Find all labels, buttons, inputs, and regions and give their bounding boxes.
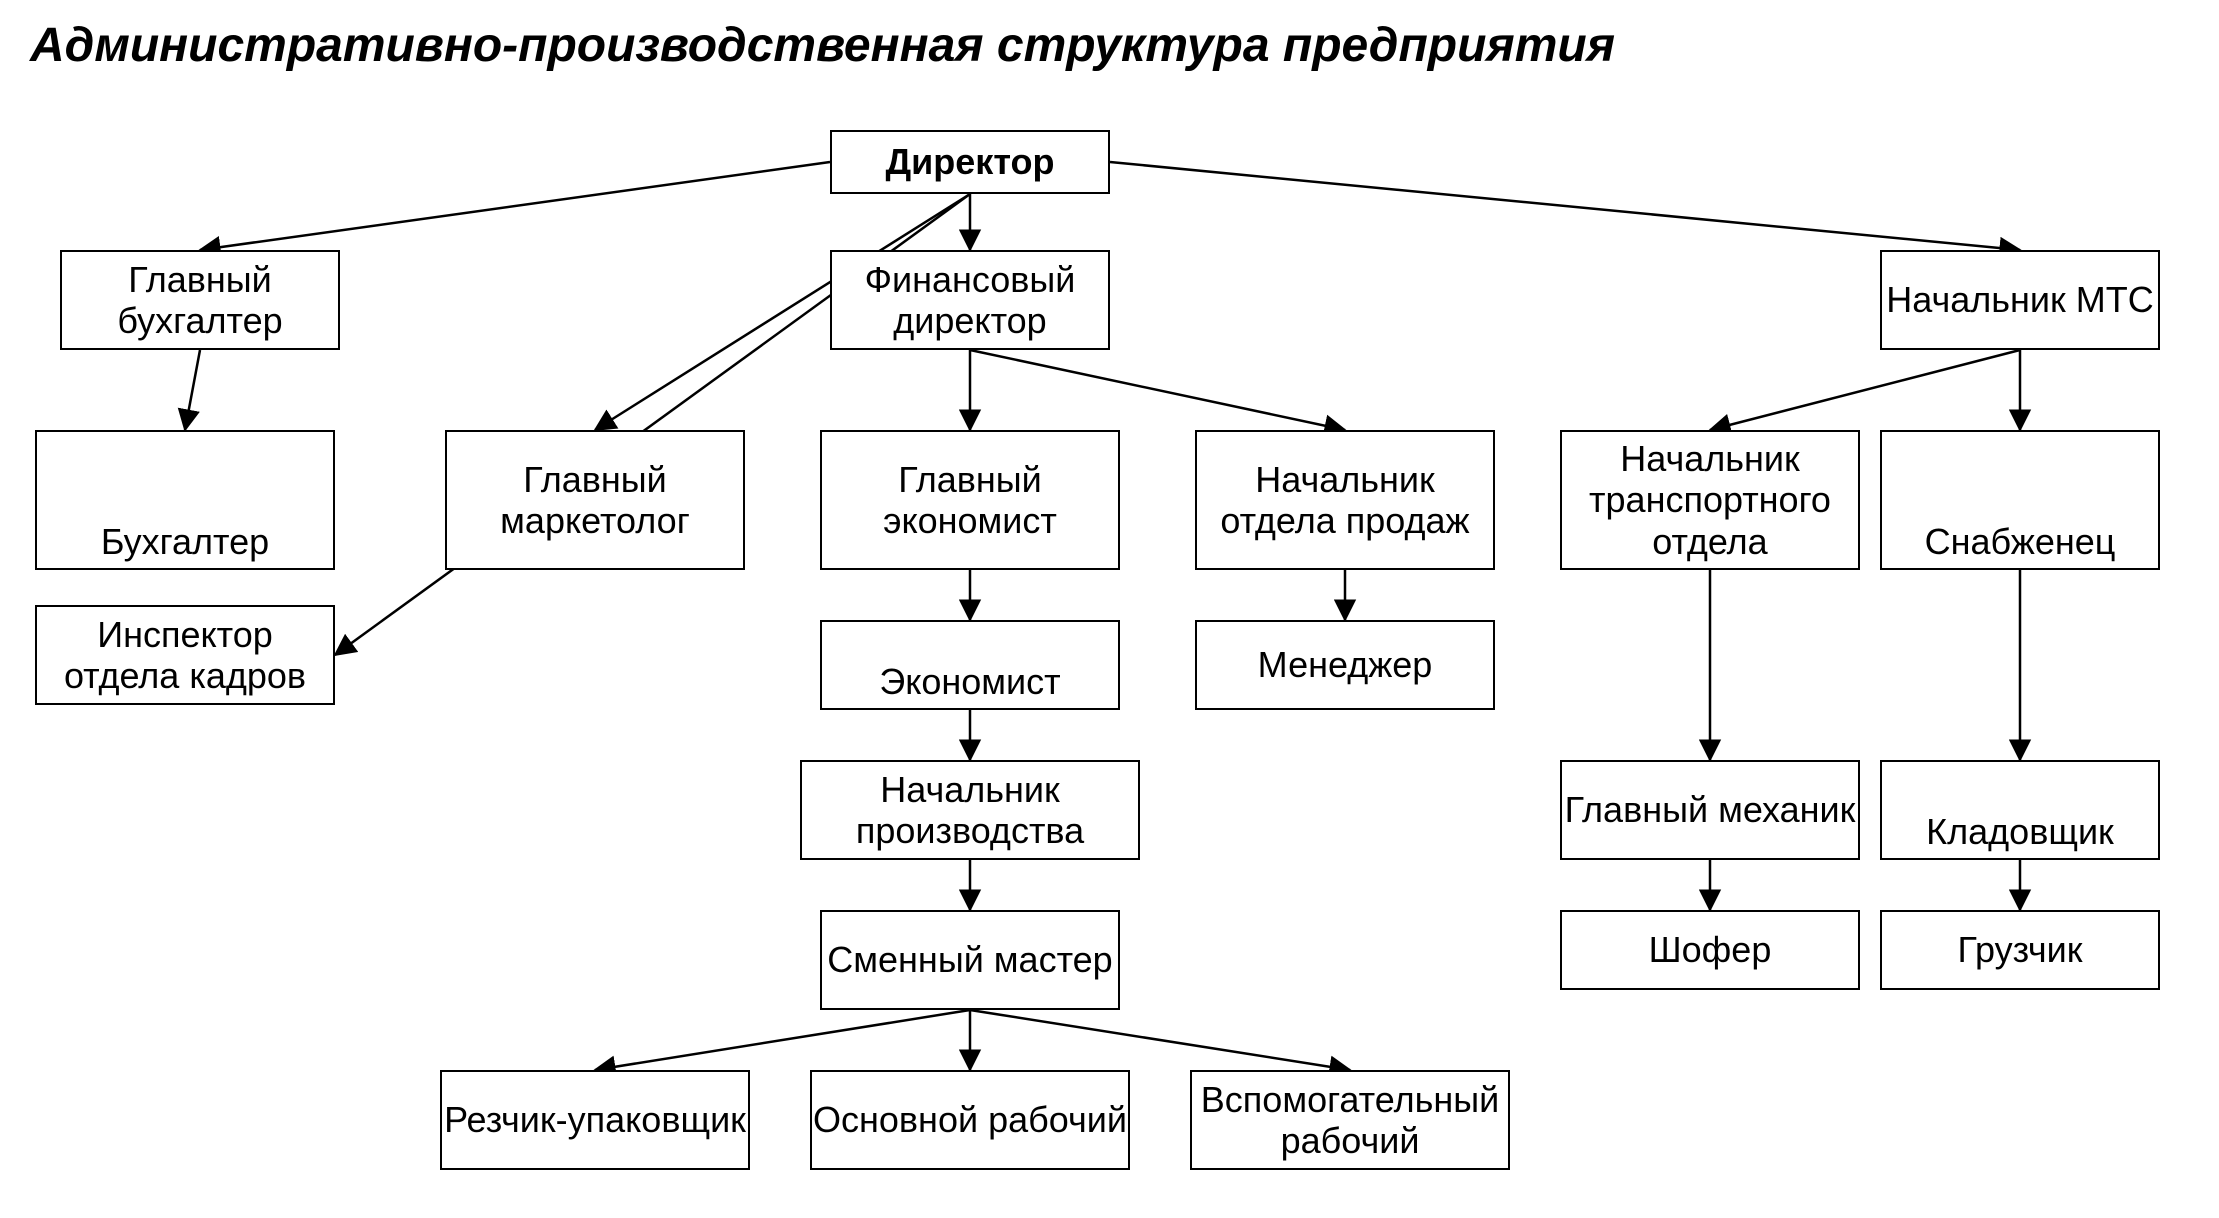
diagram-title: Административно-производственная структу… — [30, 18, 1615, 73]
node-label: Шофер — [1649, 929, 1772, 970]
node-main_worker: Основной рабочий — [810, 1070, 1130, 1170]
node-label: Вспомогательный рабочий — [1192, 1079, 1508, 1162]
node-hr_inspector: Инспектор отдела кадров — [35, 605, 335, 705]
node-label: Начальник МТС — [1886, 279, 2154, 320]
node-accountant: Бухгалтер — [35, 430, 335, 570]
node-label: Главный механик — [1565, 789, 1856, 830]
node-chief_mechanic: Главный механик — [1560, 760, 1860, 860]
node-label: Начальник транспортного отдела — [1562, 438, 1858, 562]
node-label: Резчик-упаковщик — [444, 1099, 746, 1140]
node-label: Экономист — [879, 661, 1060, 702]
node-label: Грузчик — [1957, 929, 2082, 970]
node-aux_worker: Вспомогательный рабочий — [1190, 1070, 1510, 1170]
node-head_mtc: Начальник МТС — [1880, 250, 2160, 350]
org-chart-canvas: Административно-производственная структу… — [0, 0, 2219, 1218]
edge-shift_master-aux_worker — [970, 1010, 1350, 1070]
node-label: Кладовщик — [1926, 811, 2114, 852]
node-chief_economist: Главный экономист — [820, 430, 1120, 570]
node-label: Сменный мастер — [827, 939, 1112, 980]
node-chief_accountant: Главный бухгалтер — [60, 250, 340, 350]
node-head_sales: Начальник отдела продаж — [1195, 430, 1495, 570]
node-head_production: Начальник производства — [800, 760, 1140, 860]
edge-head_mtc-head_transport — [1710, 350, 2020, 430]
node-head_transport: Начальник транспортного отдела — [1560, 430, 1860, 570]
node-fin_director: Финансовый директор — [830, 250, 1110, 350]
node-label: Начальник отдела продаж — [1197, 459, 1493, 542]
node-storekeeper: Кладовщик — [1880, 760, 2160, 860]
node-label: Бухгалтер — [101, 521, 269, 562]
node-label: Главный маркетолог — [447, 459, 743, 542]
node-label: Начальник производства — [802, 769, 1138, 852]
node-label: Основной рабочий — [813, 1099, 1127, 1140]
node-label: Главный экономист — [822, 459, 1118, 542]
edge-director-chief_accountant — [200, 162, 830, 250]
node-manager: Менеджер — [1195, 620, 1495, 710]
node-label: Директор — [886, 141, 1055, 182]
edge-shift_master-cutter_packer — [595, 1010, 970, 1070]
node-loader: Грузчик — [1880, 910, 2160, 990]
edge-fin_director-head_sales — [970, 350, 1345, 430]
node-cutter_packer: Резчик-упаковщик — [440, 1070, 750, 1170]
node-shift_master: Сменный мастер — [820, 910, 1120, 1010]
node-chief_marketer: Главный маркетолог — [445, 430, 745, 570]
node-driver: Шофер — [1560, 910, 1860, 990]
edge-director-head_mtc — [1110, 162, 2020, 250]
node-label: Главный бухгалтер — [62, 259, 338, 342]
node-economist: Экономист — [820, 620, 1120, 710]
edge-chief_accountant-accountant — [185, 350, 200, 430]
node-label: Снабженец — [1925, 521, 2116, 562]
node-label: Инспектор отдела кадров — [37, 614, 333, 697]
node-supplier: Снабженец — [1880, 430, 2160, 570]
node-label: Финансовый директор — [832, 259, 1108, 342]
node-label: Менеджер — [1258, 644, 1433, 685]
node-director: Директор — [830, 130, 1110, 194]
